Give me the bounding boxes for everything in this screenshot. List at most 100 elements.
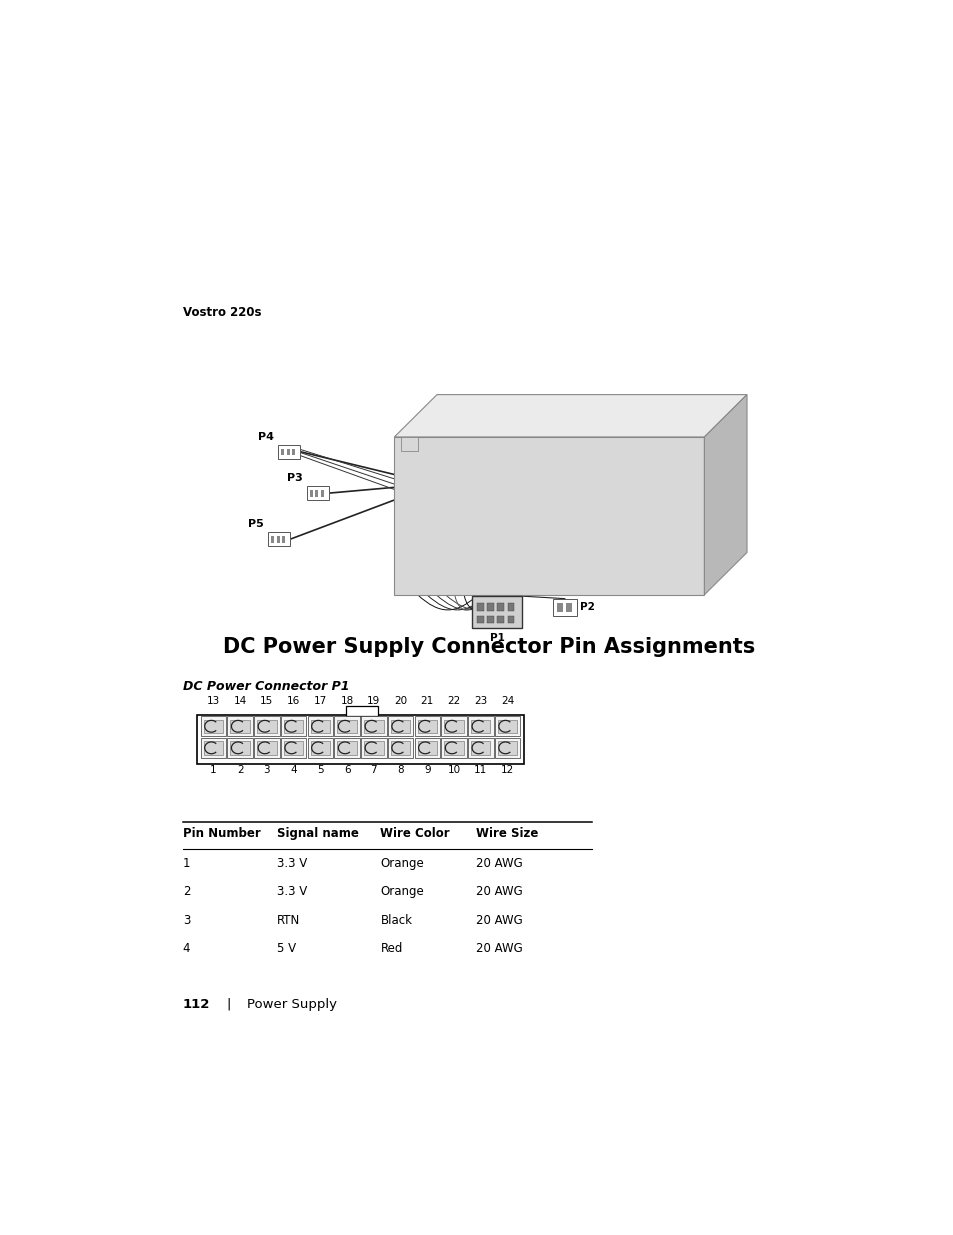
Bar — [476, 603, 483, 611]
Bar — [284, 720, 303, 734]
Bar — [364, 741, 383, 755]
Bar — [471, 741, 490, 755]
Bar — [360, 739, 386, 757]
Bar — [253, 716, 279, 736]
Bar — [337, 741, 356, 755]
Bar — [472, 595, 521, 627]
Bar — [334, 716, 359, 736]
Polygon shape — [703, 395, 746, 595]
Bar — [471, 720, 490, 734]
Bar — [307, 739, 333, 757]
Bar — [444, 720, 463, 734]
Text: Vostro 220s: Vostro 220s — [183, 306, 261, 319]
Bar — [497, 741, 517, 755]
Bar — [278, 445, 299, 458]
Text: 15: 15 — [260, 695, 274, 705]
Text: Wire Size: Wire Size — [476, 826, 537, 840]
Text: 21: 21 — [420, 695, 434, 705]
Text: 10: 10 — [447, 766, 460, 776]
Bar — [204, 720, 223, 734]
Bar — [284, 741, 303, 755]
Bar — [444, 741, 463, 755]
Text: Orange: Orange — [380, 857, 424, 869]
Bar — [507, 603, 513, 611]
Bar — [200, 739, 226, 757]
Text: 23: 23 — [474, 695, 487, 705]
Bar — [282, 536, 285, 543]
Bar — [253, 739, 279, 757]
Text: Signal name: Signal name — [277, 826, 359, 840]
Text: Wire Color: Wire Color — [380, 826, 450, 840]
Bar — [415, 739, 439, 757]
Text: 5 V: 5 V — [277, 942, 296, 955]
Text: Black: Black — [380, 914, 412, 926]
Bar — [310, 490, 313, 496]
Text: 12: 12 — [500, 766, 514, 776]
Text: 16: 16 — [287, 695, 300, 705]
Text: 2: 2 — [236, 766, 243, 776]
Bar — [417, 720, 436, 734]
Text: Orange: Orange — [380, 885, 424, 898]
Bar — [497, 720, 517, 734]
Text: 11: 11 — [474, 766, 487, 776]
Bar — [337, 720, 356, 734]
Bar — [281, 448, 284, 456]
Bar — [441, 739, 466, 757]
Bar — [360, 716, 386, 736]
Bar — [553, 599, 576, 615]
Text: 9: 9 — [423, 766, 430, 776]
Bar — [231, 720, 250, 734]
Bar — [286, 448, 290, 456]
Bar — [391, 720, 410, 734]
Bar — [320, 490, 323, 496]
Text: 20 AWG: 20 AWG — [476, 942, 522, 955]
Text: 3.3 V: 3.3 V — [277, 857, 307, 869]
Bar — [495, 739, 519, 757]
Bar — [227, 739, 253, 757]
Bar — [566, 603, 571, 611]
Bar — [307, 487, 328, 500]
Bar — [468, 739, 493, 757]
Text: 17: 17 — [314, 695, 327, 705]
Bar — [268, 532, 290, 546]
Bar — [507, 615, 513, 624]
Text: Red: Red — [380, 942, 402, 955]
Text: 8: 8 — [396, 766, 403, 776]
Text: 3: 3 — [183, 914, 190, 926]
Text: 4: 4 — [290, 766, 296, 776]
Bar — [415, 716, 439, 736]
Text: RTN: RTN — [277, 914, 300, 926]
Text: 14: 14 — [233, 695, 247, 705]
Text: 5: 5 — [316, 766, 323, 776]
Bar — [257, 720, 276, 734]
Bar — [417, 741, 436, 755]
Bar — [487, 603, 493, 611]
Text: 24: 24 — [500, 695, 514, 705]
Bar — [204, 741, 223, 755]
Text: 20 AWG: 20 AWG — [476, 914, 522, 926]
Text: 3: 3 — [263, 766, 270, 776]
Bar — [441, 716, 466, 736]
Polygon shape — [400, 437, 417, 451]
Text: P5: P5 — [248, 520, 264, 530]
Bar — [468, 716, 493, 736]
Polygon shape — [394, 437, 703, 595]
Text: 20 AWG: 20 AWG — [476, 885, 522, 898]
Bar — [200, 716, 226, 736]
Bar — [364, 720, 383, 734]
Text: P3: P3 — [287, 473, 303, 483]
Text: Pin Number: Pin Number — [183, 826, 260, 840]
Text: P1: P1 — [489, 634, 504, 643]
Bar — [497, 615, 503, 624]
Text: 1: 1 — [183, 857, 190, 869]
Bar — [495, 716, 519, 736]
Text: Power Supply: Power Supply — [247, 998, 336, 1010]
Text: 20: 20 — [394, 695, 407, 705]
Bar — [196, 715, 523, 764]
Bar — [227, 716, 253, 736]
Text: 1: 1 — [210, 766, 216, 776]
Bar — [346, 706, 377, 716]
Bar — [487, 615, 493, 624]
Text: 6: 6 — [343, 766, 350, 776]
Text: 4: 4 — [183, 942, 190, 955]
